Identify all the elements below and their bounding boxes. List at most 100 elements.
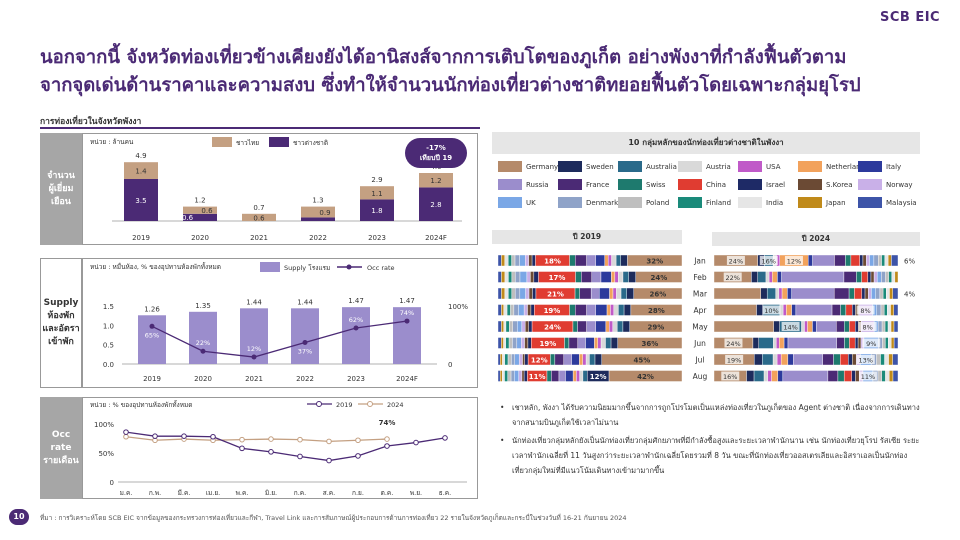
bar-2024-swiss xyxy=(856,271,862,283)
legend-swatch-thai xyxy=(212,137,232,147)
bar-2019-israel xyxy=(530,304,535,316)
bar-2019-skorea xyxy=(524,337,529,349)
bar-2019-russia xyxy=(586,320,596,333)
bar-thai-label: 1.4 xyxy=(135,168,147,176)
bar-2019-india xyxy=(502,353,505,366)
bar-2024-netherland xyxy=(771,370,779,382)
bar-2019-sweden xyxy=(628,271,636,283)
bar-foreign-label: 1.8 xyxy=(371,207,382,215)
label-2024: 11% xyxy=(861,373,875,381)
legend-label: Finland xyxy=(706,198,732,207)
yoy-bubble: -17% เทียบปี 19 xyxy=(405,138,467,168)
source-footer: ที่มา : การวิเคราะห์โดย SCB EIC จากข้อมู… xyxy=(40,514,627,522)
bar-2024-poland xyxy=(880,304,885,316)
month-label: Aug xyxy=(693,372,708,381)
legend-item-skorea: S.Korea xyxy=(798,178,858,191)
x-tick-label: พ.ค. xyxy=(236,489,249,497)
bar-2019-france xyxy=(575,254,587,267)
bar-supply xyxy=(342,307,370,364)
occ-marker xyxy=(353,325,359,331)
bar-2024-austria xyxy=(801,320,805,333)
bar-2019-swiss xyxy=(572,320,578,333)
bar-2019-austria xyxy=(585,353,590,366)
bullet-1: เชาหลัก, พังงา ได้รับความนิยมมากขึ้นจากก… xyxy=(498,400,923,430)
label-2024: 4% xyxy=(904,291,915,299)
legend-label: India xyxy=(766,198,784,207)
legend-label: Russia xyxy=(526,180,549,189)
label-2024-bg xyxy=(726,256,745,265)
bar-2024-usa xyxy=(776,353,782,366)
legend-label: Israel xyxy=(766,180,786,189)
x-tick-label: มี.ค. xyxy=(178,489,191,497)
legend-label-2024: 2024 xyxy=(387,401,404,409)
legend-swatch xyxy=(558,179,582,190)
bar-2019-denmark xyxy=(514,254,520,267)
bar-2019-austria xyxy=(579,370,584,382)
bar-2019-skorea xyxy=(521,370,525,382)
bar-2019-germany xyxy=(608,370,683,382)
marker-2019 xyxy=(152,433,158,439)
bar-2019-usa xyxy=(607,254,612,267)
bar-2019-malaysia xyxy=(497,353,501,366)
bullet-2: นักท่องเที่ยวกลุ่มหลักยังเป็นนักท่องเที่… xyxy=(498,433,923,478)
occ-marker xyxy=(302,340,308,346)
bar-2024-skorea xyxy=(852,353,857,366)
label-2024: 14% xyxy=(783,324,797,332)
occ-marker xyxy=(404,318,410,324)
bar-2024-denmark xyxy=(877,320,883,333)
supply-panel xyxy=(82,258,478,388)
bar-2019-germany xyxy=(630,304,683,316)
bar-2019-france xyxy=(568,337,579,349)
marker-2024 xyxy=(384,436,390,442)
label-2019: 26% xyxy=(649,291,666,299)
bar-2024-finland xyxy=(881,370,886,382)
bar-2024-finland xyxy=(881,254,886,267)
x-tick-label: 2019 xyxy=(132,234,150,242)
bar-2024-poland xyxy=(879,287,884,300)
line-2019 xyxy=(125,431,446,462)
bar-2019-italy xyxy=(565,370,574,382)
label-2024: 24% xyxy=(726,340,740,348)
bar-2024-swiss xyxy=(833,353,841,366)
bar-2019-finland xyxy=(504,353,509,366)
bar-2024-australia xyxy=(758,337,774,349)
bar-2019-poland xyxy=(507,353,512,366)
bar-2019-germany xyxy=(633,287,683,300)
bar-2024-poland xyxy=(885,271,889,283)
bar-2024-poland xyxy=(881,320,886,333)
label-2024: 24% xyxy=(729,258,743,266)
bar-2024-india xyxy=(891,271,896,283)
marker-2024 xyxy=(239,436,245,443)
bar-2024-germany xyxy=(713,304,757,316)
label-2019: 18% xyxy=(544,258,561,266)
bar-2024-russia xyxy=(787,337,837,349)
bar-2024-malaysia xyxy=(893,304,899,316)
bar-2019-uk xyxy=(519,271,528,283)
x-tick-label: 2022 xyxy=(309,234,327,242)
occ-label: 74% xyxy=(400,309,414,317)
bar-2024-australia xyxy=(766,287,776,300)
legend-label: Australia xyxy=(646,162,677,171)
legend-swatch-supply xyxy=(260,262,280,272)
bar-2019-uk xyxy=(519,287,526,300)
legend-label: Germany xyxy=(526,162,559,171)
market-share-chart: 18% 32% Jan 24% 16% 12% 6% 17% 24% Feb 22% 21% 26% Ma… xyxy=(497,254,915,382)
bar-supply xyxy=(189,311,217,364)
annotation-74: 74% xyxy=(379,419,396,427)
label-2019: 42% xyxy=(637,373,654,381)
x-tick-label: พ.ย. xyxy=(410,489,422,497)
bar-2019-usa xyxy=(582,353,587,366)
bar-supply-label: 1.47 xyxy=(348,297,364,305)
legend-label: Denmark xyxy=(586,198,619,207)
bar-2019-japan xyxy=(501,287,506,300)
bar-2024-australia xyxy=(757,271,767,283)
legend-label: Malaysia xyxy=(886,198,917,207)
label-2019: 12% xyxy=(531,357,548,365)
bar-2019-russia xyxy=(563,353,572,366)
label-2019: 11% xyxy=(529,373,546,381)
legend-item-japan: Japan xyxy=(798,196,858,209)
bar-2019-sweden xyxy=(620,254,628,267)
bar-2019-poland xyxy=(509,320,513,333)
legend-label-occ: Occ rate xyxy=(367,264,395,272)
legend-swatch-foreign xyxy=(269,137,289,147)
